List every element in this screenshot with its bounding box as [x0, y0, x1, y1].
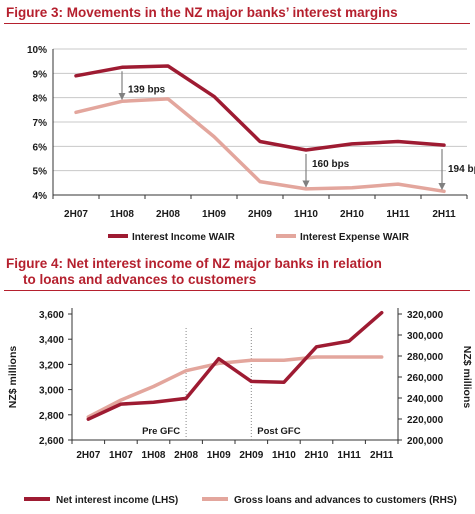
period-label: Pre GFC	[142, 426, 180, 437]
y-tick-label: 6%	[33, 142, 48, 153]
annotation-label: 139 bps	[128, 84, 166, 95]
right-tick-label: 240,000	[407, 394, 444, 405]
x-tick-label: 1H09	[207, 450, 231, 461]
right-tick-label: 280,000	[407, 352, 444, 363]
y-tick-label: 4%	[33, 191, 48, 202]
x-tick-label: 1H08	[110, 209, 134, 220]
right-tick-label: 220,000	[407, 415, 444, 426]
annotation-label-bg	[310, 155, 354, 170]
figure-3-title: Figure 3: Movements in the NZ major bank…	[6, 5, 398, 20]
x-tick-label: 1H10	[272, 450, 296, 461]
x-tick-label: 2H08	[156, 209, 180, 220]
x-tick-label: 1H07	[109, 450, 133, 461]
x-tick-label: 2H09	[248, 209, 272, 220]
x-tick-label: 2H07	[76, 450, 100, 461]
figure-4-chart: 3,600 3,400 3,200 3,000 2,800 2,600 320,000 300…	[7, 308, 473, 506]
x-tick-label: 1H10	[294, 209, 318, 220]
x-tick-label: 1H11	[337, 450, 361, 461]
x-tick-label: 2H07	[64, 209, 88, 220]
annotation-label: 194 bps	[448, 164, 475, 175]
x-tick-label: 2H11	[432, 209, 456, 220]
left-tick-label: 3,000	[39, 386, 64, 397]
series-line	[86, 310, 384, 421]
figure-4-title-rule	[4, 290, 470, 291]
x-tick-label: 1H08	[142, 450, 166, 461]
x-tick-label: 1H09	[202, 209, 226, 220]
legend-label: Net interest income (LHS)	[56, 495, 178, 506]
x-tick-label: 2H08	[174, 450, 198, 461]
annotation-label-bg	[126, 81, 170, 96]
figure-3-chart: 10% 9% 8% 7% 6% 5% 4% 2H07 1H08 2H08 1H09 2H09 1H10 2…	[27, 45, 475, 243]
right-tick-label: 320,000	[407, 310, 444, 321]
right-tick-label: 260,000	[407, 373, 444, 384]
y-tick-label: 9%	[33, 69, 48, 80]
legend-label: Interest Income WAIR	[132, 232, 236, 243]
y-tick-label: 5%	[33, 167, 48, 178]
legend-label: Gross loans and advances to customers (R…	[234, 495, 457, 506]
left-tick-label: 3,200	[39, 360, 64, 371]
y-tick-label: 8%	[33, 94, 48, 105]
y-tick-label: 10%	[27, 45, 47, 56]
series-line	[74, 97, 446, 194]
series-line	[74, 64, 446, 152]
right-tick-label: 200,000	[407, 436, 444, 447]
x-tick-label: 1H11	[386, 209, 410, 220]
x-tick-label: 2H11	[370, 450, 394, 461]
legend-label: Interest Expense WAIR	[300, 232, 410, 243]
left-tick-label: 2,600	[39, 436, 64, 447]
figure-3-title-rule	[4, 23, 470, 24]
y2-axis-label: NZ$ millions	[461, 346, 473, 409]
left-tick-label: 3,600	[39, 310, 64, 321]
y-tick-label: 7%	[33, 118, 48, 129]
x-tick-label: 2H09	[239, 450, 263, 461]
figure-4-title-line-2: to loans and advances to customers	[23, 272, 257, 287]
left-tick-label: 3,400	[39, 335, 64, 346]
series-line	[86, 355, 384, 419]
x-tick-label: 2H10	[305, 450, 329, 461]
x-tick-label: 2H10	[340, 209, 364, 220]
period-label: Post GFC	[257, 426, 300, 437]
annotation-label: 160 bps	[312, 159, 350, 170]
left-tick-label: 2,800	[39, 411, 64, 422]
y-axis-label: NZ$ millions	[7, 346, 19, 409]
right-tick-label: 300,000	[407, 331, 444, 342]
annotation-label-bg	[446, 161, 475, 176]
figure-4-title-line-1: Figure 4: Net interest income of NZ majo…	[6, 256, 382, 271]
